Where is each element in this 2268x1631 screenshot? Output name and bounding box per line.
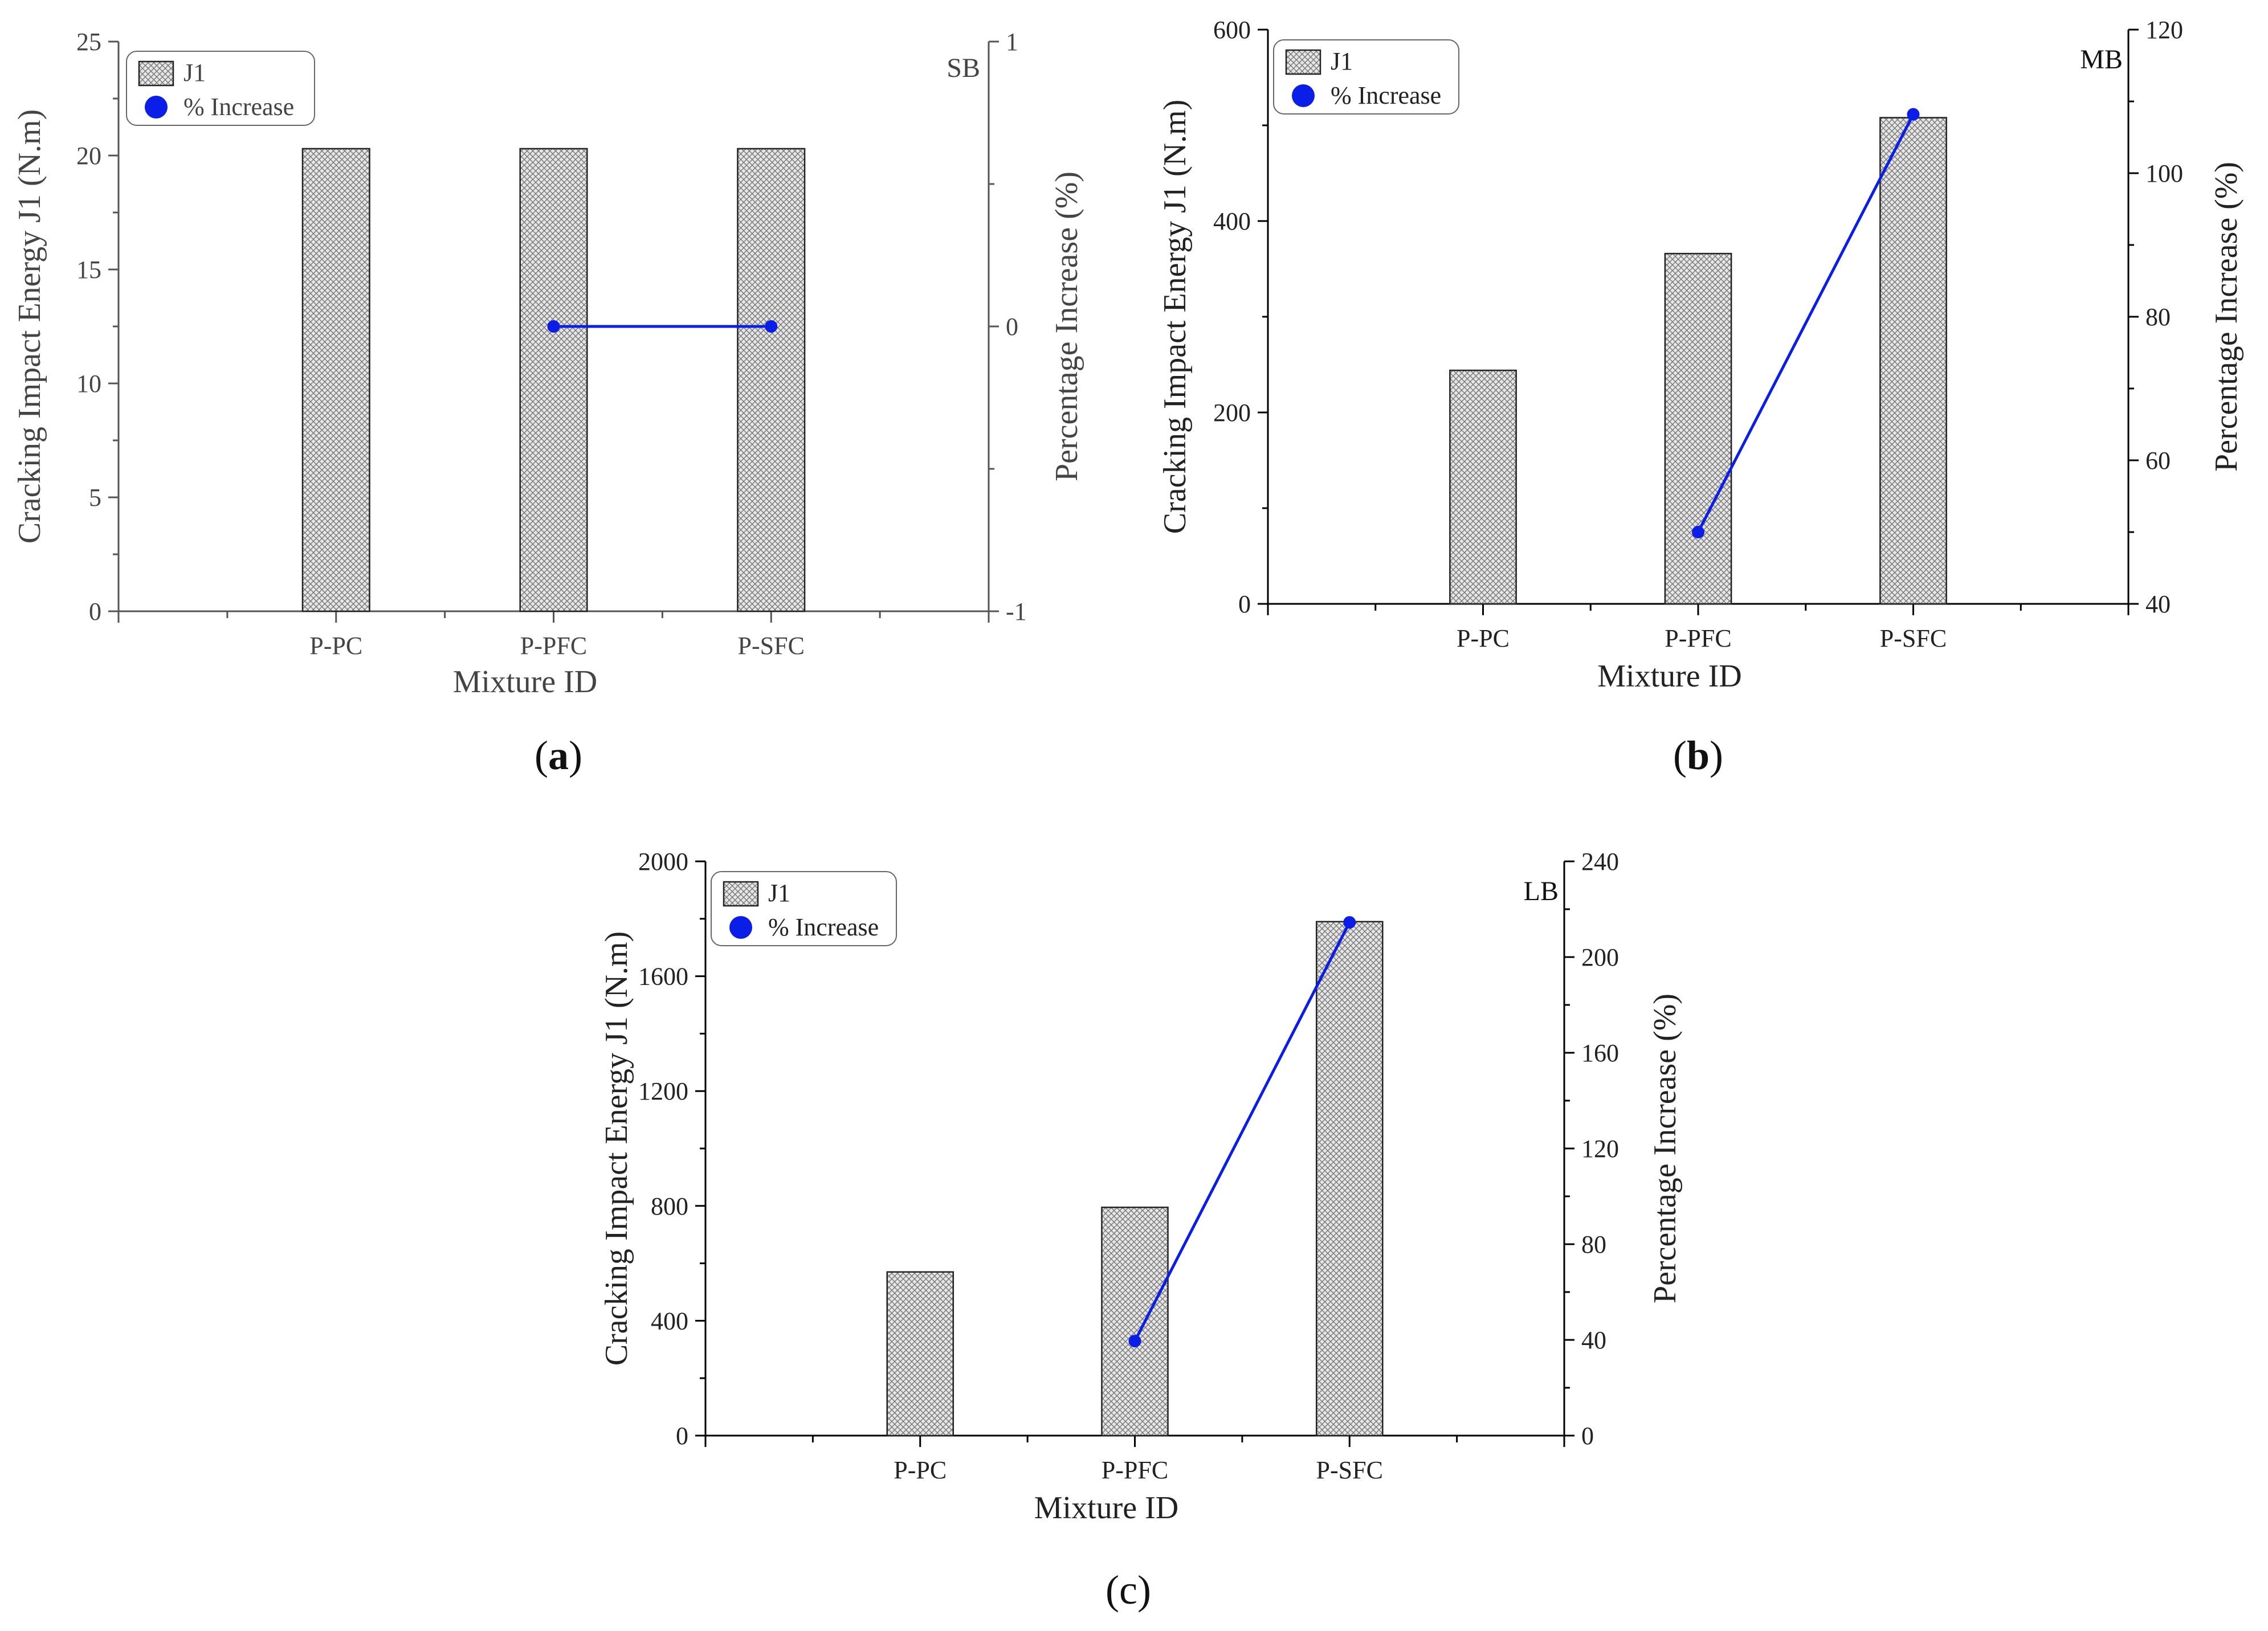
x-tick-label: P-PFC — [1665, 624, 1731, 652]
y-tick-label: 20 — [76, 142, 101, 170]
y-tick-label: 0 — [89, 598, 101, 626]
legend-label-increase: % Increase — [1331, 81, 1441, 109]
y2-axis-title: Percentage Increase (%) — [2209, 162, 2244, 472]
caption-a: (a) — [535, 733, 582, 778]
y2-tick-label: 0 — [1006, 313, 1018, 341]
y2-axis-title: Percentage Increase (%) — [1647, 994, 1683, 1303]
panel-tag: MB — [2080, 44, 2123, 75]
y-tick-label: 2000 — [638, 848, 688, 876]
y2-tick-label: 100 — [2145, 160, 2183, 187]
x-tick-label: P-PC — [1457, 624, 1510, 652]
y-tick-label: 0 — [676, 1422, 688, 1450]
y-tick-label: 400 — [1213, 207, 1251, 235]
y-tick-label: 800 — [651, 1192, 688, 1220]
x-tick-label: P-SFC — [1316, 1456, 1383, 1484]
y2-tick-label: 0 — [1581, 1422, 1594, 1450]
legend-bar-swatch — [1285, 49, 1321, 75]
y-tick-label: 200 — [1213, 399, 1251, 427]
y-tick-label: 1600 — [638, 963, 688, 991]
y2-tick-label: 200 — [1581, 943, 1619, 971]
x-tick-label: P-SFC — [738, 632, 805, 660]
y2-tick-label: 120 — [1581, 1135, 1619, 1163]
y-tick-label: 0 — [1238, 590, 1251, 618]
y-tick-label: 25 — [76, 28, 101, 56]
chart-panel-b: 0 200 400 600 40 60 80 100 120 P-PC P-PFC P-SFC Mixt… — [1157, 16, 2244, 694]
legend-label-j1: J1 — [768, 879, 790, 907]
percent-increase-point — [1343, 916, 1356, 929]
y2-tick-label: 40 — [2145, 590, 2171, 618]
legend-label-j1: J1 — [1331, 47, 1353, 75]
percent-increase-line — [1133, 921, 1351, 1342]
bar-p-pc — [301, 148, 370, 612]
x-axis-title: Mixture ID — [1597, 659, 1742, 694]
percent-increase-point — [547, 320, 560, 333]
y2-tick-label: 1 — [1006, 28, 1018, 56]
y2-tick-label: 80 — [1581, 1231, 1606, 1258]
legend-bar-swatch — [138, 60, 174, 87]
legend-line-swatch — [145, 96, 168, 118]
bar-p-sfc — [737, 148, 806, 612]
y-tick-label: 15 — [76, 256, 101, 284]
legend-label-increase: % Increase — [183, 93, 294, 121]
caption-b: (b) — [1673, 733, 1723, 778]
x-tick-label: P-SFC — [1880, 624, 1947, 652]
percent-increase-point — [765, 320, 778, 333]
legend-bar-swatch — [723, 881, 759, 907]
legend-line-swatch — [1292, 84, 1315, 107]
y-tick-label: 1200 — [638, 1077, 688, 1105]
percent-increase-point — [1692, 526, 1704, 538]
y-axis-title: Cracking Impact Energy J1 (N.m) — [1157, 100, 1193, 534]
percent-increase-line — [1696, 113, 1915, 533]
bar-p-pfc — [1101, 1207, 1169, 1437]
bar-p-pc — [886, 1271, 954, 1437]
y2-tick-label: 60 — [2145, 447, 2171, 475]
chart-panel-c: 0 400 800 1200 1600 2000 0 40 80 120 160 200 240 P-PC… — [599, 848, 1683, 1526]
y-tick-label: 600 — [1213, 16, 1251, 44]
y-axis-title: Cracking Impact Energy J1 (N.m) — [599, 931, 634, 1366]
y2-tick-label: 240 — [1581, 848, 1619, 876]
bar-p-sfc — [1315, 921, 1384, 1437]
y2-tick-label: 40 — [1581, 1326, 1606, 1354]
x-tick-label: P-PC — [894, 1456, 947, 1484]
y2-tick-label: 120 — [2145, 16, 2183, 44]
caption-c: (c) — [1106, 1567, 1151, 1613]
bar-p-pc — [1449, 369, 1517, 605]
y-tick-label: 10 — [76, 370, 101, 398]
y2-tick-label: 80 — [2145, 303, 2171, 331]
panel-tag: LB — [1524, 876, 1559, 906]
legend-label-j1: J1 — [183, 59, 206, 87]
percent-increase-point — [1128, 1335, 1141, 1348]
chart-panel-a: 0 5 10 15 20 25 -1 0 1 P-PC P-PFC P-SFC Mixture ID Cr… — [12, 28, 1084, 700]
x-axis-title: Mixture ID — [453, 664, 598, 700]
y2-tick-label: -1 — [1006, 598, 1027, 626]
bar-p-pfc — [519, 148, 588, 612]
bar-p-pfc — [1664, 252, 1732, 605]
x-tick-label: P-PFC — [520, 632, 587, 660]
y-tick-label: 400 — [651, 1307, 688, 1335]
x-tick-label: P-PC — [309, 632, 362, 660]
x-tick-label: P-PFC — [1102, 1456, 1168, 1484]
percent-increase-point — [1907, 108, 1920, 121]
legend-line-swatch — [729, 916, 752, 939]
y2-tick-label: 160 — [1581, 1039, 1619, 1067]
legend-label-increase: % Increase — [768, 913, 879, 941]
x-axis-title: Mixture ID — [1034, 1490, 1179, 1526]
y-axis-title: Cracking Impact Energy J1 (N.m) — [12, 109, 47, 544]
y-tick-label: 5 — [89, 484, 101, 512]
panel-tag: SB — [947, 53, 980, 83]
y2-axis-title: Percentage Increase (%) — [1049, 171, 1084, 481]
bar-p-sfc — [1879, 117, 1947, 605]
